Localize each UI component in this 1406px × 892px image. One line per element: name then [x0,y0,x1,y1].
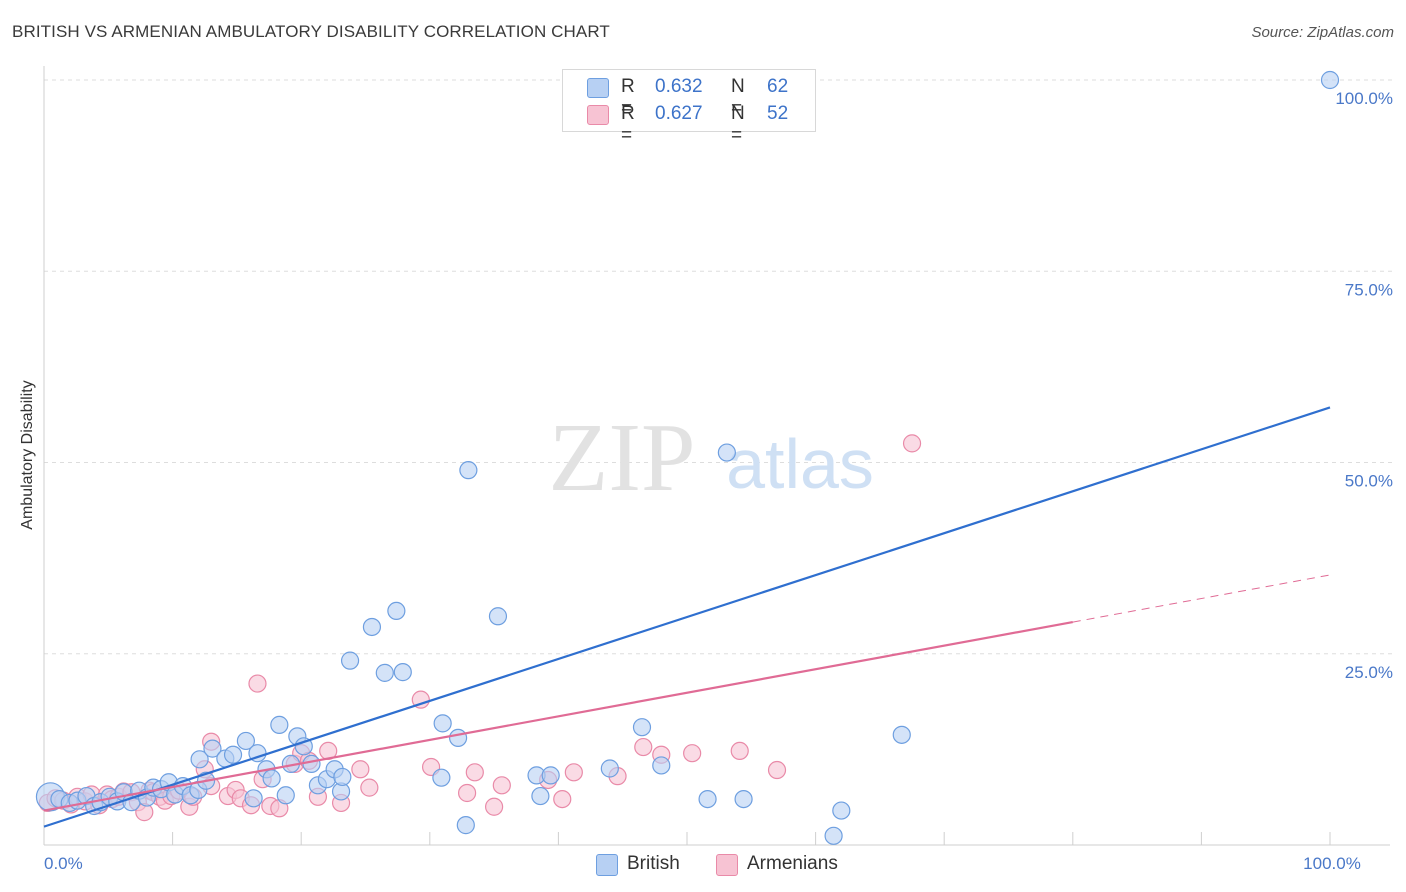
british-points [35,70,1340,845]
british-point-59 [717,443,736,462]
british-point-57 [652,756,671,775]
armenian-point-49 [553,789,572,809]
british-point-45 [393,663,412,682]
armenian-trend-line [43,620,1073,812]
british-point-24 [223,745,243,764]
british-point-44 [387,601,406,621]
british-point-48 [448,728,468,748]
armenians-n-label: N = [731,103,745,146]
british-point-50 [459,461,478,480]
gridlines [44,79,1392,845]
x-tick-label-1: 100.0% [1303,854,1361,873]
x-tick-label-0: 0.0% [44,854,83,873]
armenian-point-50 [564,763,583,782]
british-point-40 [333,767,352,787]
british-legend-label: British [627,853,680,874]
armenians-n-value: 52 [767,103,789,124]
british-point-55 [600,759,619,778]
british-point-26 [244,789,263,808]
british-point-22 [203,739,222,758]
british-point-41 [340,651,360,670]
british-n-label: N = [731,76,745,119]
armenian-point-42 [411,690,430,709]
armenian-point-44 [457,783,477,803]
y-tick-label-0: 25.0% [1345,663,1393,682]
correlation-legend: R = 0.632 N = 62 R = 0.627 N = 52 [562,69,816,146]
british-point-62 [832,801,851,820]
armenian-trend-line-extension [1072,574,1331,623]
british-r-value: 0.632 [655,76,703,97]
armenians-legend-label: Armenians [747,853,838,874]
armenian-point-54 [683,744,702,763]
british-point-46 [432,768,451,787]
source-credit: Source: ZipAtlas.com [1251,24,1394,41]
british-point-29 [262,769,281,788]
watermark: ZIP atlas [549,404,874,512]
british-point-25 [236,731,256,751]
british-point-63 [892,725,911,744]
armenians-r-value: 0.627 [655,103,703,124]
british-n-value: 62 [767,76,789,97]
watermark-zip: ZIP [549,404,696,512]
y-tick-label-1: 50.0% [1345,472,1393,491]
british-point-35 [302,754,321,774]
armenians-legend-swatch [716,854,738,876]
armenian-point-46 [485,797,504,816]
british-r-label: R = [621,76,635,119]
british-point-47 [433,714,452,733]
british-point-60 [734,789,753,809]
armenian-point-52 [634,737,653,757]
armenian-point-47 [492,776,511,795]
british-point-64 [1320,70,1340,90]
trend-lines [43,406,1331,828]
armenian-point-30 [248,674,267,693]
british-point-42 [362,617,382,637]
british-point-56 [632,718,652,737]
british-point-21 [190,750,209,769]
armenian-point-55 [730,741,749,761]
armenian-point-40 [351,760,370,779]
british-point-61 [824,826,843,845]
british-legend-swatch [596,854,618,876]
armenian-point-57 [902,434,922,453]
armenian-point-45 [465,763,484,782]
british-point-30 [270,715,289,734]
axes [43,66,1390,846]
british-swatch [587,78,609,98]
british-point-49 [456,816,475,835]
tick-labels: 25.0% 50.0% 75.0% 100.0% 0.0% 100.0% [44,89,1393,873]
british-point-43 [375,663,394,682]
chart-title: BRITISH VS ARMENIAN AMBULATORY DISABILIT… [12,22,610,41]
british-point-31 [276,786,295,805]
y-tick-label-3: 100.0% [1335,89,1393,108]
armenian-point-56 [767,760,787,780]
y-tick-label-2: 75.0% [1345,280,1393,299]
british-point-51 [488,607,508,626]
armenians-swatch [587,105,609,125]
watermark-atlas: atlas [726,425,874,503]
armenians-r-label: R = [621,103,635,146]
british-point-58 [698,789,717,809]
british-trend-line [43,406,1331,828]
british-point-53 [531,786,550,806]
british-point-34 [294,737,313,756]
armenian-point-41 [360,778,379,797]
british-point-54 [541,766,560,785]
